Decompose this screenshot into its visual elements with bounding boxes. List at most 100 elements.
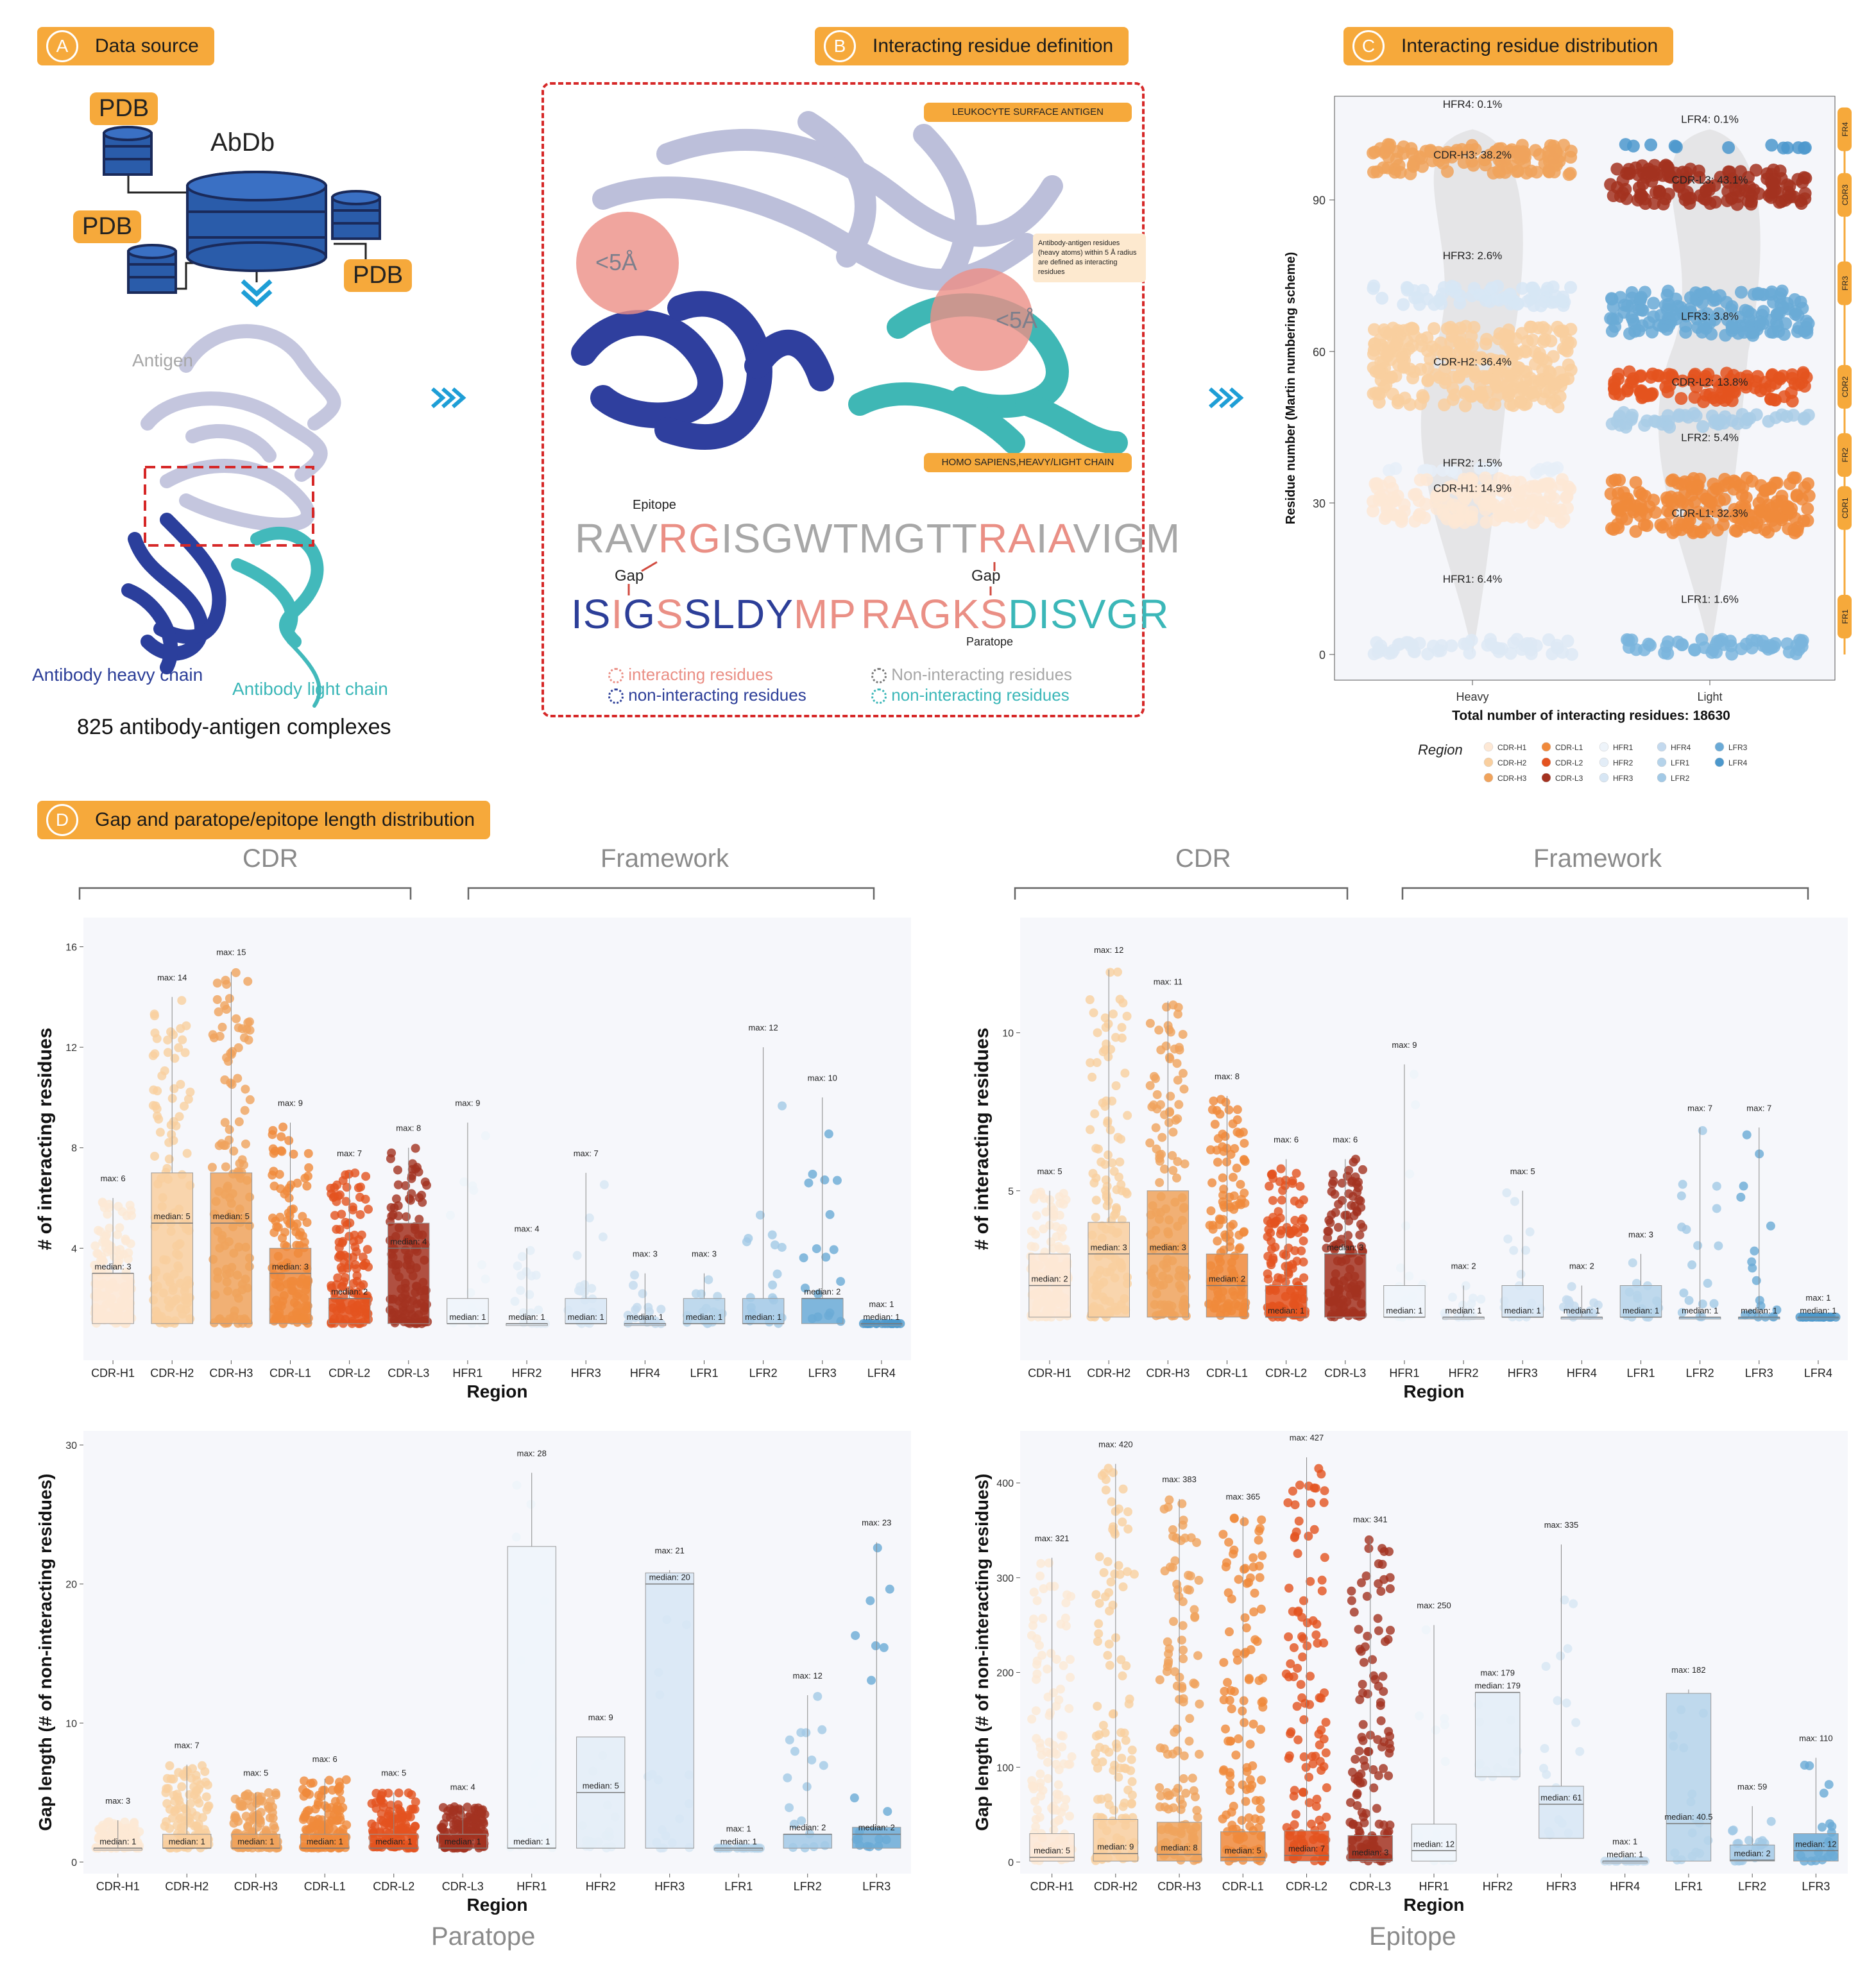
- data-point: [1290, 1196, 1299, 1206]
- data-point: [268, 1213, 278, 1223]
- data-point: [1765, 139, 1778, 152]
- data-point: [1168, 1000, 1178, 1010]
- data-point: [1254, 1676, 1264, 1686]
- data-point: [1558, 1302, 1568, 1312]
- data-point: [1327, 1179, 1337, 1189]
- x-tick-label: CDR-H1: [91, 1367, 135, 1380]
- box-lfr1: [713, 1843, 765, 1853]
- legend-label: LFR4: [1728, 758, 1748, 767]
- max-label: max: 5: [1510, 1167, 1535, 1176]
- data-point: [812, 1244, 821, 1254]
- data-point: [1223, 1678, 1232, 1688]
- data-point: [576, 1286, 585, 1296]
- epitope-residue: V: [630, 515, 658, 561]
- data-point: [1103, 1650, 1113, 1660]
- data-point: [1086, 1125, 1095, 1134]
- data-point: [1354, 1195, 1364, 1204]
- legend-item: CDR-H2: [1483, 757, 1527, 767]
- data-point: [1766, 178, 1779, 192]
- data-point: [1118, 1517, 1127, 1527]
- median-label: median: 5: [213, 1211, 250, 1221]
- side-band-tag: [1838, 594, 1852, 638]
- max-label: max: 4: [515, 1224, 540, 1233]
- data-point: [1629, 525, 1642, 538]
- x-tick-label: LFR3: [862, 1880, 891, 1893]
- data-point: [342, 1820, 352, 1830]
- box-lfr2: [742, 1047, 787, 1328]
- data-point: [817, 1725, 827, 1734]
- side-band-label: CDR2: [1841, 376, 1850, 397]
- median-label: median: 1: [237, 1836, 274, 1846]
- data-point: [1043, 1664, 1052, 1674]
- data-point: [1327, 1210, 1336, 1220]
- box-hfr3: [563, 1172, 609, 1328]
- max-label: max: 321: [1035, 1534, 1069, 1543]
- region-label: HFR1: 6.4%: [1443, 573, 1503, 585]
- data-point: [1268, 1253, 1278, 1263]
- x-tick-label: LFR2: [749, 1367, 778, 1380]
- data-point: [1029, 1587, 1039, 1597]
- data-point: [394, 1788, 404, 1798]
- data-point: [1431, 644, 1445, 658]
- data-point: [1798, 481, 1811, 494]
- data-point: [1100, 1102, 1110, 1111]
- box-hfr2: [506, 1245, 550, 1328]
- data-point: [1240, 1138, 1249, 1148]
- data-point: [393, 1201, 403, 1211]
- data-point: [180, 1048, 190, 1057]
- data-point: [98, 1256, 107, 1265]
- data-point: [1049, 1748, 1059, 1757]
- x-tick-label: CDR-L2: [373, 1880, 414, 1893]
- data-point: [1053, 1780, 1063, 1790]
- data-point: [1709, 1299, 1719, 1308]
- data-point: [1344, 1165, 1354, 1175]
- data-point: [1061, 1613, 1070, 1623]
- x-axis-label: Total number of interacting residues: 18…: [1452, 708, 1730, 723]
- data-point: [1127, 1799, 1136, 1809]
- data-point: [364, 1204, 373, 1214]
- data-point: [1479, 337, 1492, 350]
- group-brackets: [78, 887, 1809, 900]
- data-point: [316, 1791, 326, 1801]
- data-point: [1500, 161, 1514, 175]
- data-point: [1752, 1276, 1761, 1285]
- light-seq-text: RAGKSDISVGR: [861, 591, 1169, 637]
- data-point: [1048, 1806, 1058, 1815]
- legend-item: HFR3: [1599, 773, 1633, 783]
- data-point: [1676, 374, 1689, 388]
- data-point: [1740, 471, 1753, 484]
- epitope-residue: I: [721, 515, 733, 561]
- data-point: [284, 1136, 294, 1145]
- data-point: [1112, 1185, 1121, 1195]
- data-point: [1104, 1019, 1113, 1029]
- data-point: [1265, 1181, 1274, 1191]
- data-point: [1250, 1588, 1259, 1598]
- epitope-residue: M: [858, 515, 894, 561]
- data-point: [94, 1834, 104, 1843]
- region-cdr-h1-points: [1367, 471, 1577, 529]
- data-point: [285, 1211, 294, 1220]
- data-point: [1095, 1598, 1104, 1608]
- data-point: [1157, 1133, 1167, 1142]
- data-point: [348, 1279, 358, 1288]
- data-point: [866, 1596, 875, 1605]
- light-sequence: RAGKSDISVGR: [861, 590, 1169, 638]
- data-point: [1152, 1090, 1162, 1099]
- data-point: [1101, 1175, 1111, 1184]
- data-point: [1288, 1263, 1297, 1273]
- data-point: [1717, 509, 1730, 523]
- data-point: [1108, 1709, 1118, 1719]
- epitope-residue: R: [977, 515, 1009, 561]
- max-label: max: 5: [1037, 1167, 1062, 1176]
- data-point: [1415, 333, 1428, 346]
- data-point: [1334, 1199, 1343, 1209]
- data-point: [1299, 1273, 1309, 1283]
- box-cdr-h2: [160, 1761, 214, 1853]
- max-label: max: 9: [588, 1713, 613, 1722]
- panel-d-label: D Gap and paratope/epitope length distri…: [37, 801, 491, 839]
- region-cdr-h3-points: [1367, 138, 1578, 182]
- data-point: [1330, 1190, 1340, 1199]
- y-tick-label: 90: [1313, 194, 1326, 207]
- data-point: [163, 1035, 173, 1045]
